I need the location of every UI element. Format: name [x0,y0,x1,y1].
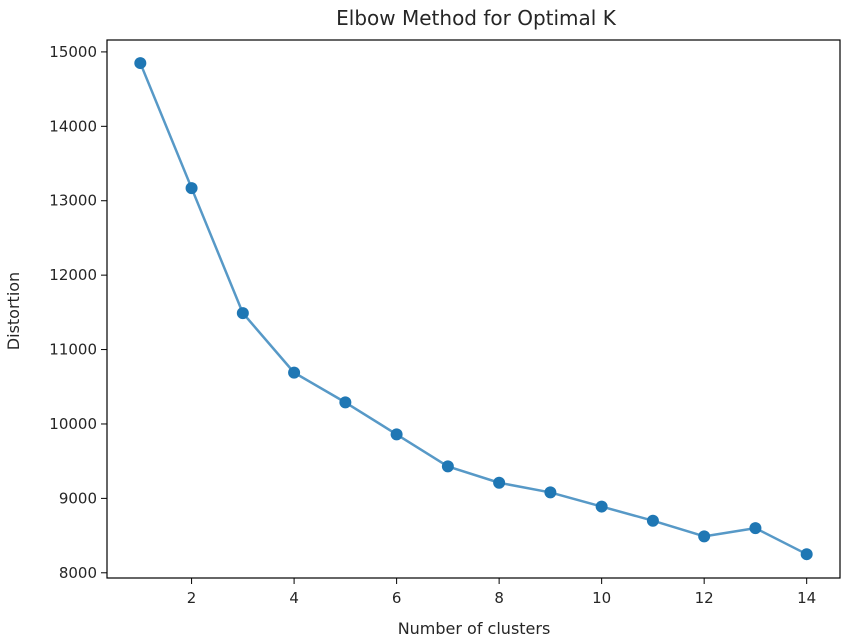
y-tick-label: 13000 [49,192,97,210]
plot-area [134,57,813,561]
y-tick-label: 11000 [49,341,97,359]
y-tick-label: 12000 [49,266,97,284]
x-tick-label: 14 [797,589,816,607]
y-tick-label: 9000 [59,489,97,507]
series-line [139,62,808,556]
plot-frame [106,39,841,579]
y-axis-label: Distortion [4,272,23,350]
chart-title: Elbow Method for Optimal K [336,6,617,30]
y-tick-label: 15000 [49,43,97,61]
x-tick-label: 2 [187,589,197,607]
y-tick-label: 8000 [59,564,97,582]
x-axis-label: Number of clusters [398,619,551,638]
data-point [646,514,659,527]
data-point [698,530,711,543]
x-tick-label: 8 [494,589,504,607]
data-point [236,307,249,320]
data-point [339,396,352,409]
data-point [288,366,301,379]
y-tick-label: 10000 [49,415,97,433]
x-tick-label: 6 [392,589,402,607]
x-tick-label: 10 [592,589,611,607]
x-tick-label: 4 [289,589,299,607]
data-point [544,486,557,499]
data-point [441,460,454,473]
data-point [134,57,147,70]
data-point [390,428,403,441]
data-point [595,500,608,513]
data-point [185,182,198,195]
data-point [493,476,506,489]
data-point [800,548,813,561]
y-tick-label: 14000 [49,117,97,135]
x-tick-label: 12 [695,589,714,607]
data-point [749,522,762,535]
y-axis: 8000 9000 10000 11000 12000 13000 14000 15000 [49,43,107,582]
x-axis: 2 4 6 8 10 12 14 [187,578,816,607]
